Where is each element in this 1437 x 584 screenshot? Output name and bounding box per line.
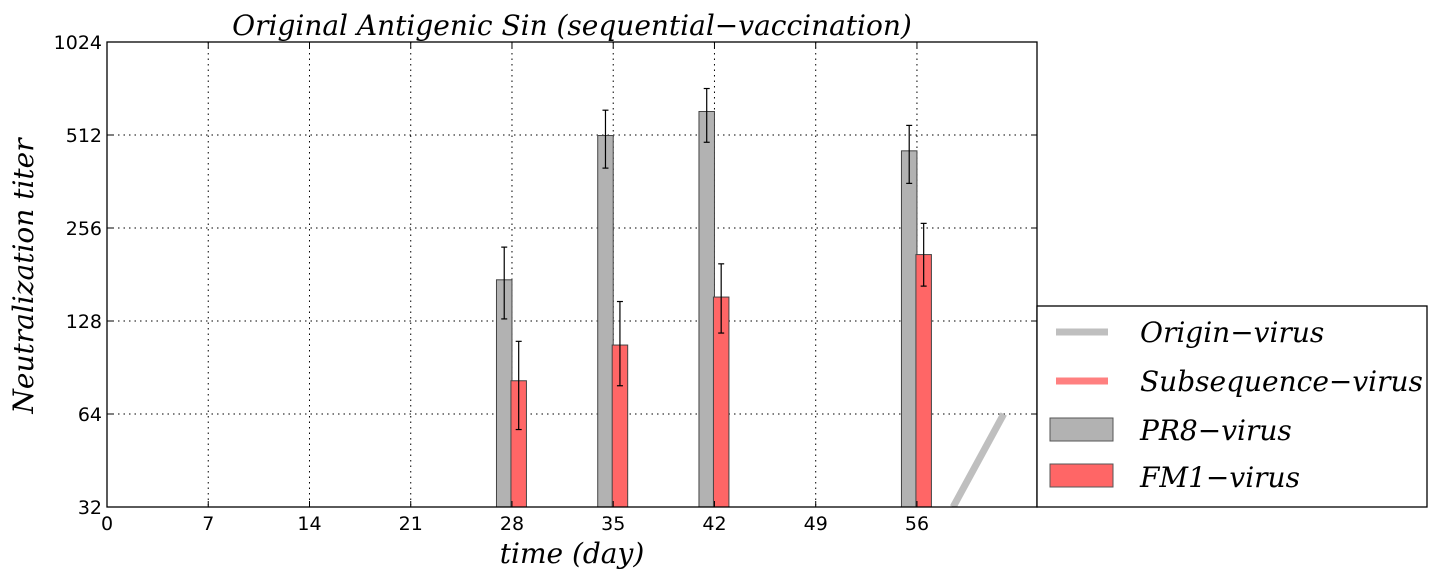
- x-tick-label: 28: [500, 513, 524, 535]
- chart-title: Original Antigenic Sin (sequential−vacci…: [232, 9, 912, 42]
- bar: [698, 111, 715, 508]
- x-axis-label: time (day): [500, 537, 645, 570]
- plot-frame: [106, 41, 1038, 508]
- y-tick-label: 256: [66, 218, 102, 240]
- legend-label-fm1-virus: FM1−virus: [1139, 461, 1300, 494]
- legend-swatch-pr8-virus: [1049, 417, 1114, 442]
- bar-series: [495, 111, 932, 508]
- y-tick-label: 32: [78, 497, 102, 519]
- y-tick-label: 512: [66, 125, 102, 147]
- y-axis-label: Neutralization titer: [7, 137, 40, 415]
- legend-label-pr8-virus: PR8−virus: [1139, 414, 1292, 447]
- axis-ticks: 0 7 14 21 28 35 42 49 56 32 64 128 256 512 1024: [54, 32, 1037, 535]
- bar: [597, 135, 614, 508]
- error-bars: [501, 87, 927, 431]
- bar: [915, 254, 932, 508]
- x-tick-label: 35: [601, 513, 625, 535]
- x-tick-label: 21: [399, 513, 423, 535]
- y-tick-label: 128: [66, 311, 102, 333]
- virus-lines: [950, 412, 1007, 507]
- bar: [900, 150, 918, 508]
- legend-label-subsequence-virus: Subsequence−virus: [1140, 365, 1423, 398]
- y-tick-label: 64: [78, 404, 102, 426]
- x-tick-label: 42: [702, 513, 726, 535]
- legend: Origin−virus Subsequence−virus PR8−virus…: [1036, 305, 1428, 508]
- grid-lines: [107, 42, 1037, 507]
- x-tick-label: 56: [905, 513, 929, 535]
- x-tick-label: 49: [804, 513, 828, 535]
- y-tick-label: 1024: [54, 32, 102, 54]
- x-tick-label: 0: [101, 513, 113, 535]
- x-tick-label: 14: [297, 513, 321, 535]
- legend-swatch-fm1-virus: [1049, 463, 1114, 488]
- x-tick-label: 7: [202, 513, 214, 535]
- legend-label-origin-virus: Origin−virus: [1140, 316, 1324, 349]
- series-line: [950, 412, 1007, 507]
